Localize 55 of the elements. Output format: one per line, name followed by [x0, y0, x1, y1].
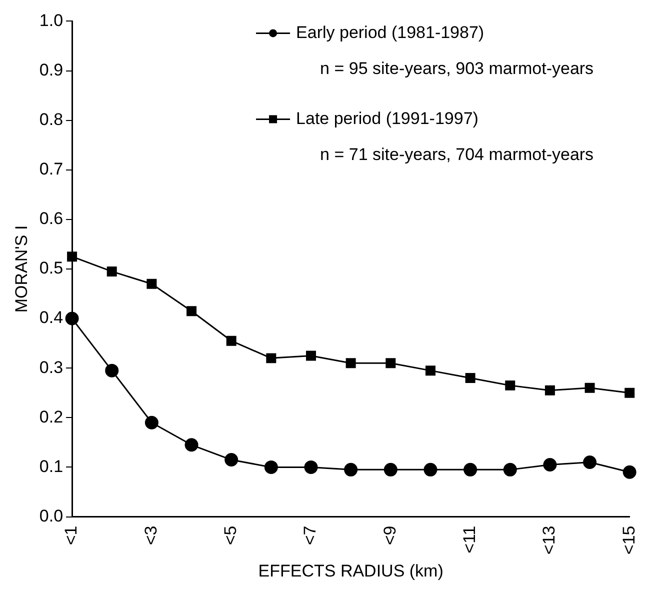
- y-tick-label: 0.4: [39, 308, 64, 328]
- point: [344, 462, 358, 476]
- y-tick-label: 0.6: [39, 209, 64, 228]
- point: [505, 380, 516, 390]
- y-tick-label: 1.0: [39, 10, 64, 30]
- x-tick-label: <13: [540, 526, 559, 555]
- legend-label: Late period (1991-1997): [296, 108, 478, 128]
- x-tick-label: <5: [221, 526, 240, 546]
- point: [346, 358, 356, 368]
- point: [624, 388, 635, 398]
- x-tick-label: <3: [141, 526, 160, 546]
- point: [224, 453, 238, 467]
- point: [425, 366, 436, 376]
- point: [184, 438, 198, 452]
- point: [67, 252, 78, 262]
- x-axis-title: EFFECTS RADIUS (km): [258, 561, 444, 580]
- point: [65, 312, 79, 326]
- y-tick-label: 0.3: [39, 358, 64, 377]
- point: [465, 373, 476, 383]
- x-tick-label: <1: [62, 526, 81, 546]
- point: [622, 465, 636, 479]
- point: [106, 266, 117, 276]
- point: [266, 353, 276, 364]
- point: [386, 358, 396, 368]
- point: [464, 462, 478, 476]
- point: [264, 460, 278, 474]
- point: [226, 336, 236, 346]
- point: [105, 364, 119, 378]
- point: [503, 462, 517, 476]
- x-tick-label: <15: [619, 526, 638, 555]
- annotation: n = 71 site-years, 704 marmot-years: [320, 144, 594, 164]
- point: [544, 385, 555, 396]
- y-tick-label: 0.2: [39, 407, 64, 426]
- y-tick-label: 0.5: [39, 258, 64, 278]
- y-tick-label: 0.7: [39, 160, 64, 179]
- x-tick-label: <7: [300, 526, 320, 546]
- point: [424, 462, 438, 476]
- y-tick-label: 0.9: [39, 60, 64, 80]
- point: [146, 278, 157, 289]
- point: [304, 460, 318, 474]
- point: [583, 456, 597, 469]
- y-axis-title: MORAN'S I: [12, 225, 31, 313]
- point: [543, 458, 557, 472]
- point: [584, 382, 595, 393]
- point: [306, 350, 316, 361]
- y-tick-label: 0.0: [39, 506, 64, 526]
- annotation: n = 95 site-years, 903 marmot-years: [320, 58, 594, 78]
- point: [384, 462, 398, 476]
- y-tick-label: 0.1: [39, 456, 64, 476]
- point: [144, 416, 158, 430]
- y-tick-label: 0.8: [39, 110, 64, 129]
- point: [186, 306, 197, 316]
- legend-label: Early period (1981-1987): [296, 22, 484, 42]
- x-tick-label: <11: [460, 526, 479, 554]
- x-tick-label: <9: [380, 526, 400, 546]
